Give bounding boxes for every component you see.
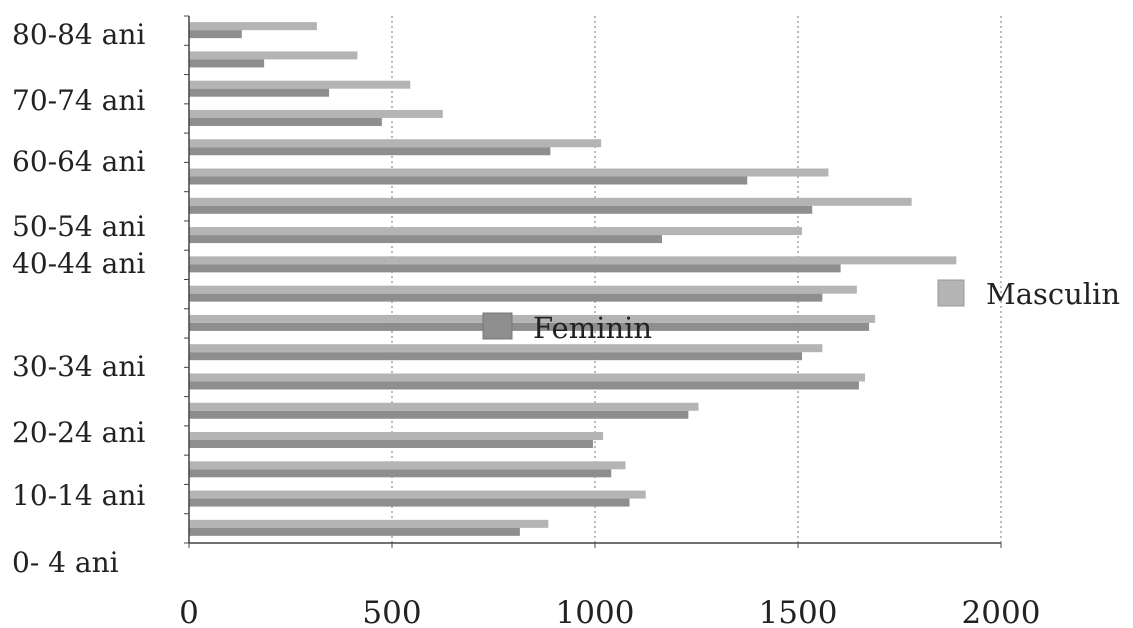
bar-masculin <box>189 227 803 236</box>
bar-feminin <box>189 117 382 126</box>
y-tick-labels: 80-84 ani 70-74 ani 60-64 ani 50-54 ani … <box>12 18 145 579</box>
y-tick-label: 0- 4 ani <box>12 546 119 579</box>
y-tick-label: 80-84 ani <box>12 18 145 51</box>
bar-feminin <box>189 440 593 449</box>
y-ticks <box>184 15 1002 548</box>
bar-feminin <box>189 176 748 185</box>
legend-label-masculin: Masculin <box>986 277 1120 311</box>
bar-feminin <box>189 381 859 390</box>
bar-feminin <box>189 352 803 361</box>
bar-feminin <box>189 59 265 68</box>
bar-masculin <box>189 285 857 294</box>
x-tick-label: 2000 <box>962 595 1041 628</box>
bar-masculin <box>189 256 957 265</box>
bar-masculin <box>189 490 646 499</box>
y-tick-label: 70-74 ani <box>12 84 145 117</box>
bar-feminin <box>189 88 330 97</box>
y-tick-label: 20-24 ani <box>12 416 145 449</box>
x-tick-label: 1500 <box>759 595 838 628</box>
bar-feminin <box>189 235 662 244</box>
y-tick-label: 60-64 ani <box>12 145 145 178</box>
bar-feminin <box>189 322 870 331</box>
x-tick-labels: 0 500 1000 1500 2000 <box>179 595 1040 628</box>
bar-feminin <box>189 147 551 156</box>
legend-swatch-masculin <box>937 279 965 307</box>
x-tick-label: 1000 <box>556 595 635 628</box>
x-tick-label: 0 <box>179 595 199 628</box>
y-tick-label: 30-34 ani <box>12 350 145 383</box>
bar-feminin <box>189 264 841 273</box>
bar-feminin <box>189 527 520 536</box>
y-tick-label: 10-14 ani <box>12 479 145 512</box>
bar-masculin <box>189 432 604 441</box>
bar-masculin <box>189 402 699 411</box>
bar-masculin <box>189 51 358 60</box>
bar-masculin <box>189 373 865 382</box>
legend-item-masculin: Masculin <box>937 277 1120 311</box>
y-tick-label: 50-54 ani <box>12 210 145 243</box>
x-tick-label: 500 <box>362 595 421 628</box>
bar-masculin <box>189 109 443 118</box>
legend-swatch-feminin <box>482 312 513 340</box>
bar-masculin <box>189 519 549 528</box>
bar-feminin <box>189 410 689 419</box>
bar-masculin <box>189 344 823 353</box>
bar-masculin <box>189 22 317 31</box>
legend-label-feminin: Feminin <box>533 311 652 345</box>
bar-feminin <box>189 205 813 214</box>
bar-masculin <box>189 314 876 323</box>
bar-feminin <box>189 498 630 507</box>
bars-group <box>189 22 957 536</box>
bar-masculin <box>189 80 411 89</box>
bar-feminin <box>189 293 823 302</box>
bar-masculin <box>189 139 602 148</box>
bar-feminin <box>189 30 242 39</box>
bar-masculin <box>189 168 829 177</box>
bar-feminin <box>189 469 612 478</box>
y-tick-label: 40-44 ani <box>12 247 145 280</box>
bar-masculin <box>189 197 912 206</box>
bar-masculin <box>189 461 626 470</box>
legend-item-feminin: Feminin <box>482 311 652 345</box>
